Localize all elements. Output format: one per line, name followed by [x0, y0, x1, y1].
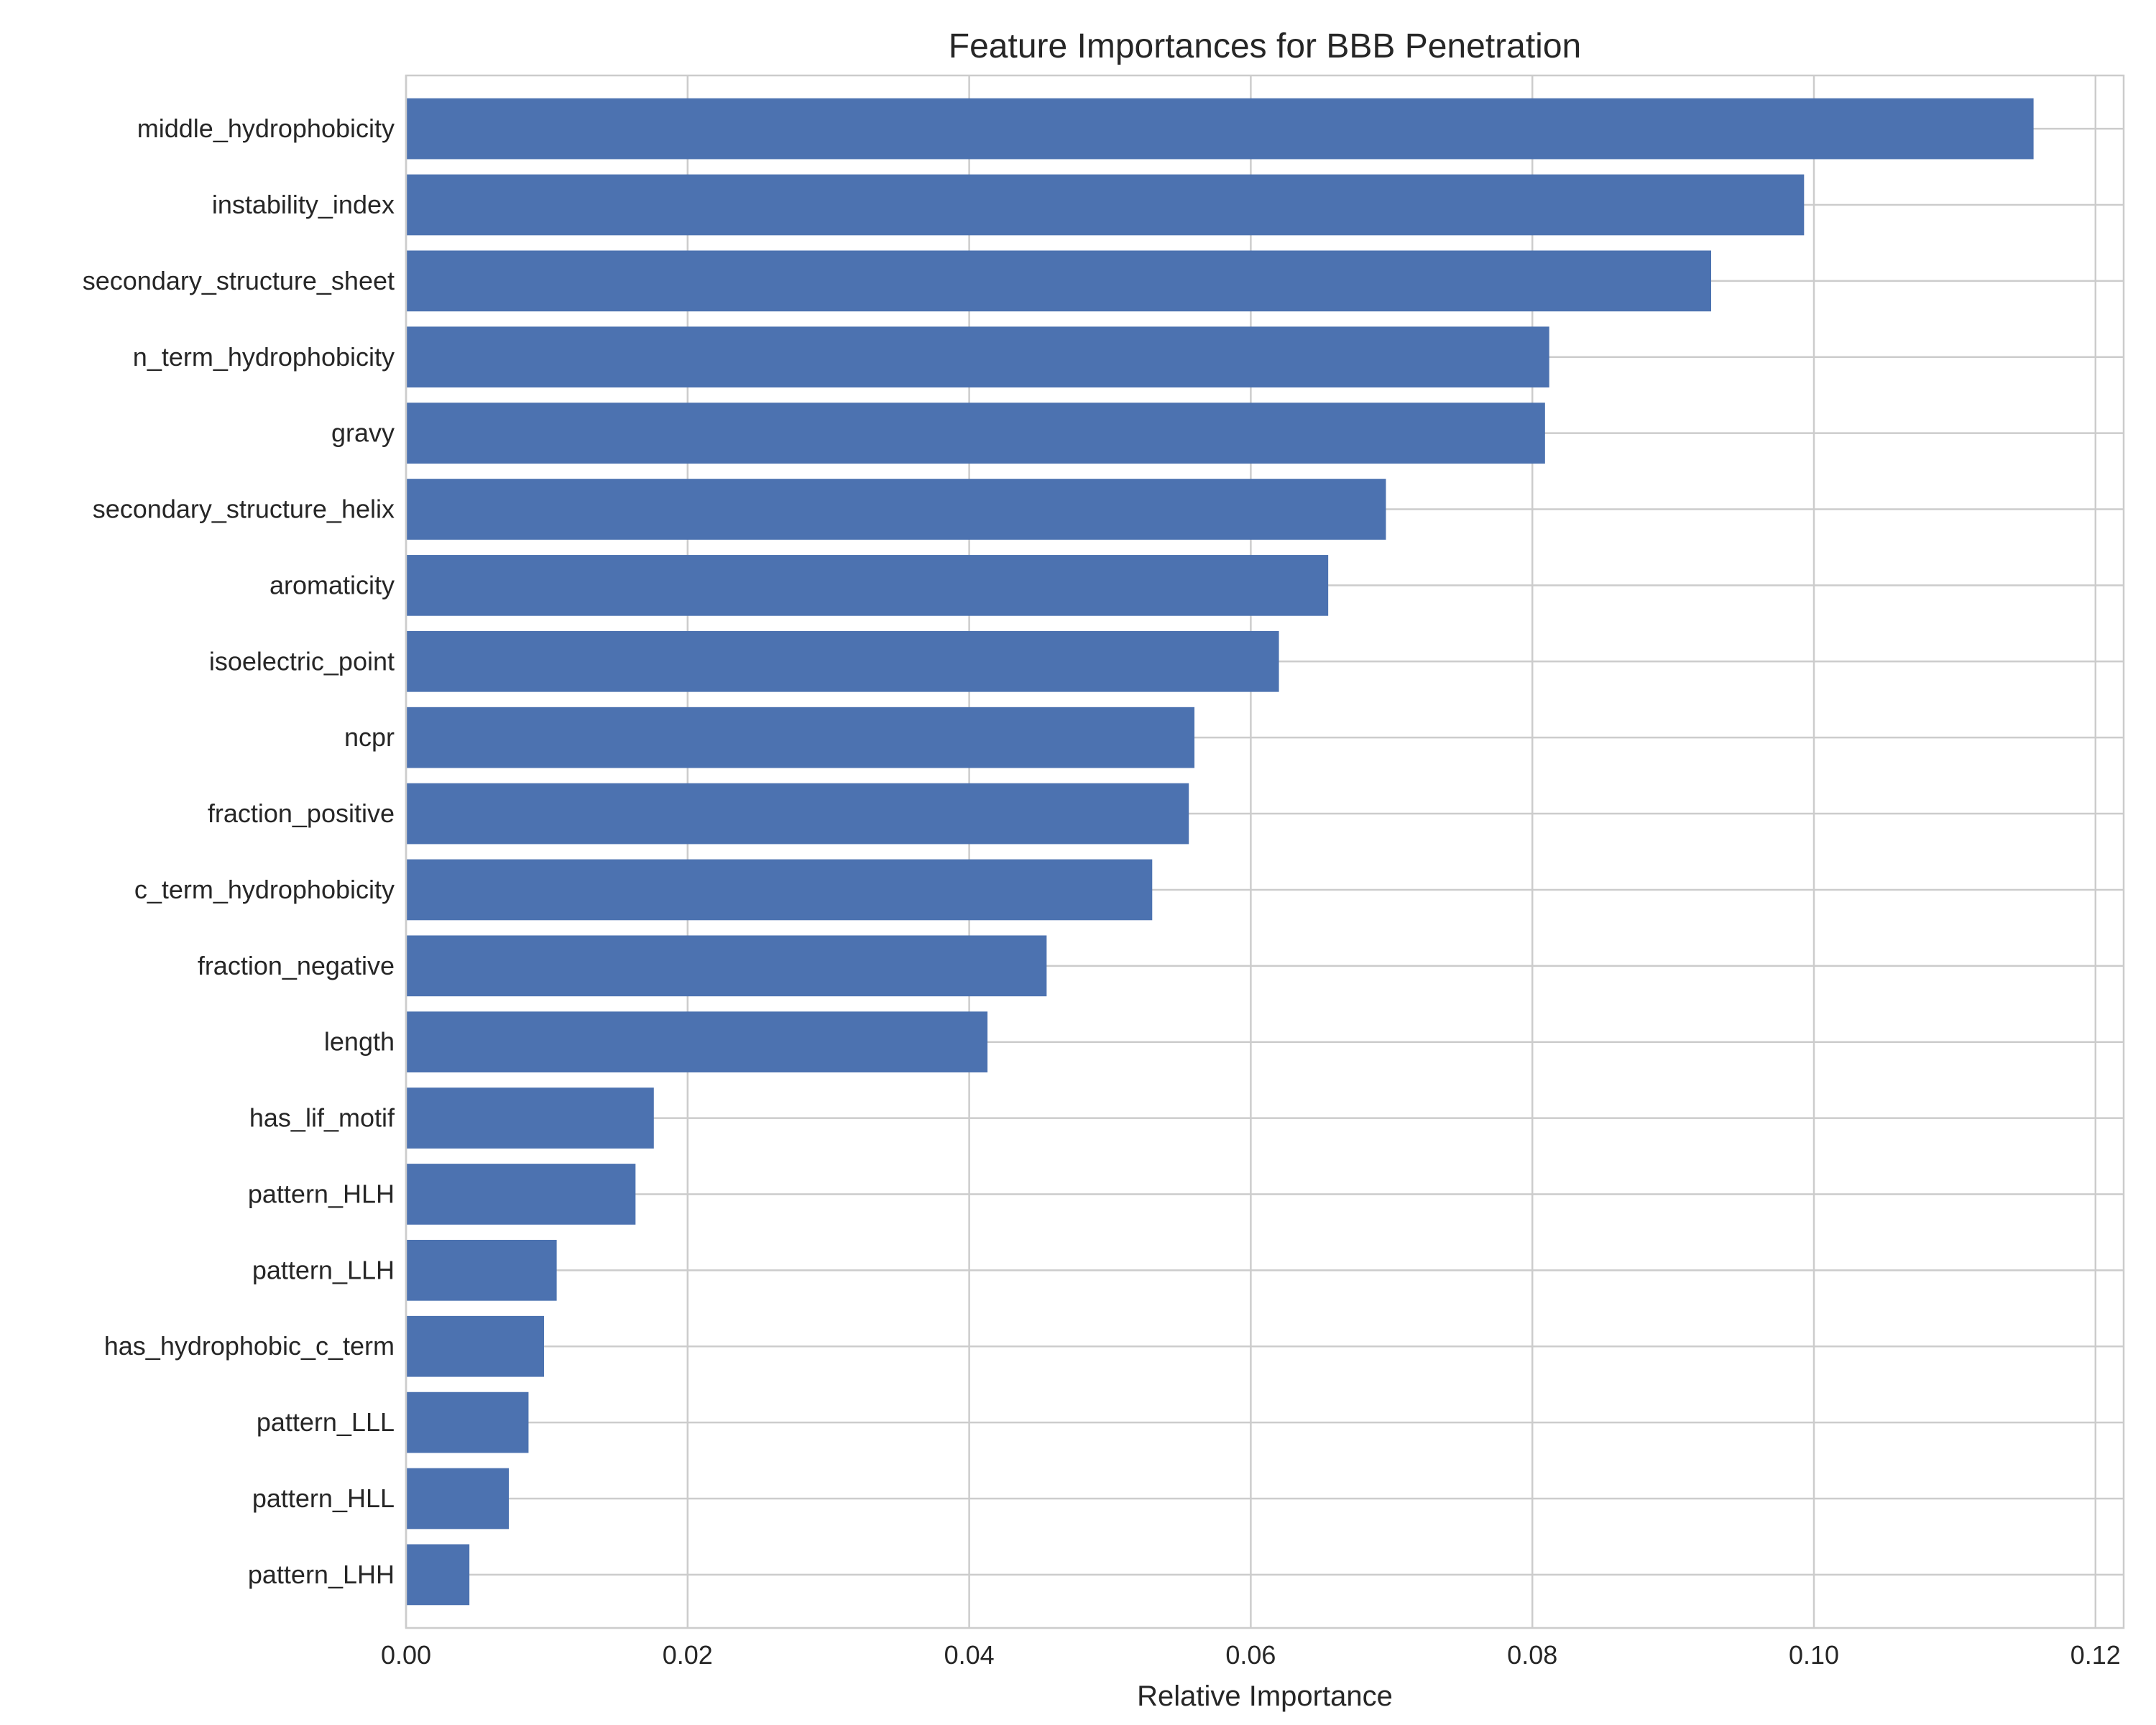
y-tick-labels: middle_hydrophobicity instability_indexse… — [83, 114, 395, 1589]
x-tick-label: 0.06 — [1225, 1640, 1276, 1670]
bar-middle_hydrophobicity — [406, 98, 2034, 160]
y-tick-label: pattern_LLL — [257, 1407, 395, 1437]
bar-gravy — [406, 402, 1545, 464]
bar-isoelectric_point — [406, 630, 1279, 692]
x-tick-label: 0.12 — [2070, 1640, 2121, 1670]
x-axis-label: Relative Importance — [1137, 1680, 1393, 1712]
y-tick-label: fraction_positive — [208, 799, 395, 828]
bar-has_hydrophobic_c_term — [406, 1315, 544, 1377]
y-tick-label: has_hydrophobic_c_term — [104, 1331, 395, 1361]
y-tick-label: n_term_hydrophobicity — [133, 342, 395, 372]
y-tick-label: gravy — [331, 418, 395, 448]
bar-secondary_structure_helix — [406, 479, 1386, 540]
bar-aromaticity — [406, 555, 1329, 616]
bar-pattern_LLL — [406, 1392, 529, 1453]
bars-layer — [406, 98, 2034, 1606]
chart-title: Feature Importances for BBB Penetration — [949, 27, 1581, 65]
y-tick-label: secondary_structure_sheet — [83, 266, 395, 295]
bar-secondary_structure_sheet — [406, 250, 1712, 312]
bar-fraction_negative — [406, 935, 1047, 997]
y-tick-label: middle_hydrophobicity — [137, 114, 395, 143]
y-tick-label: isoelectric_point — [209, 646, 395, 676]
y-tick-label: ncpr — [344, 722, 395, 752]
y-tick-label: pattern_LLH — [252, 1255, 395, 1284]
bar-pattern_HLL — [406, 1468, 510, 1530]
bar-length — [406, 1011, 988, 1073]
bar-pattern_HLH — [406, 1164, 636, 1225]
bar-ncpr — [406, 707, 1195, 768]
bar-has_lif_motif — [406, 1087, 654, 1149]
bar-c_term_hydrophobicity — [406, 859, 1153, 921]
x-tick-label: 0.08 — [1507, 1640, 1557, 1670]
bar-fraction_positive — [406, 783, 1189, 845]
y-tick-label: pattern_HLH — [248, 1179, 395, 1208]
bar-pattern_LHH — [406, 1544, 470, 1606]
y-tick-label: pattern_LHH — [248, 1560, 395, 1589]
bar-instability_index — [406, 174, 1805, 236]
bar-pattern_LLH — [406, 1240, 557, 1301]
y-tick-label: fraction_negative — [198, 951, 395, 980]
y-tick-label: secondary_structure_helix — [93, 494, 395, 524]
plot-frame — [405, 74, 2125, 1629]
x-tick-labels: 0.00 0.02 0.04 0.06 0.08 0.10 0.12 — [381, 1640, 2121, 1670]
y-tick-label: instability_index — [212, 190, 395, 219]
y-tick-label: aromaticity — [270, 570, 395, 599]
y-tick-label: length — [324, 1027, 395, 1057]
y-tick-label: has_lif_motif — [249, 1103, 395, 1133]
y-tick-label: pattern_HLL — [252, 1484, 395, 1513]
x-tick-label: 0.04 — [944, 1640, 995, 1670]
x-tick-label: 0.00 — [381, 1640, 431, 1670]
x-tick-label: 0.10 — [1789, 1640, 1839, 1670]
x-tick-label: 0.02 — [663, 1640, 713, 1670]
bar-n_term_hydrophobicity — [406, 326, 1549, 388]
y-tick-label: c_term_hydrophobicity — [134, 875, 395, 904]
